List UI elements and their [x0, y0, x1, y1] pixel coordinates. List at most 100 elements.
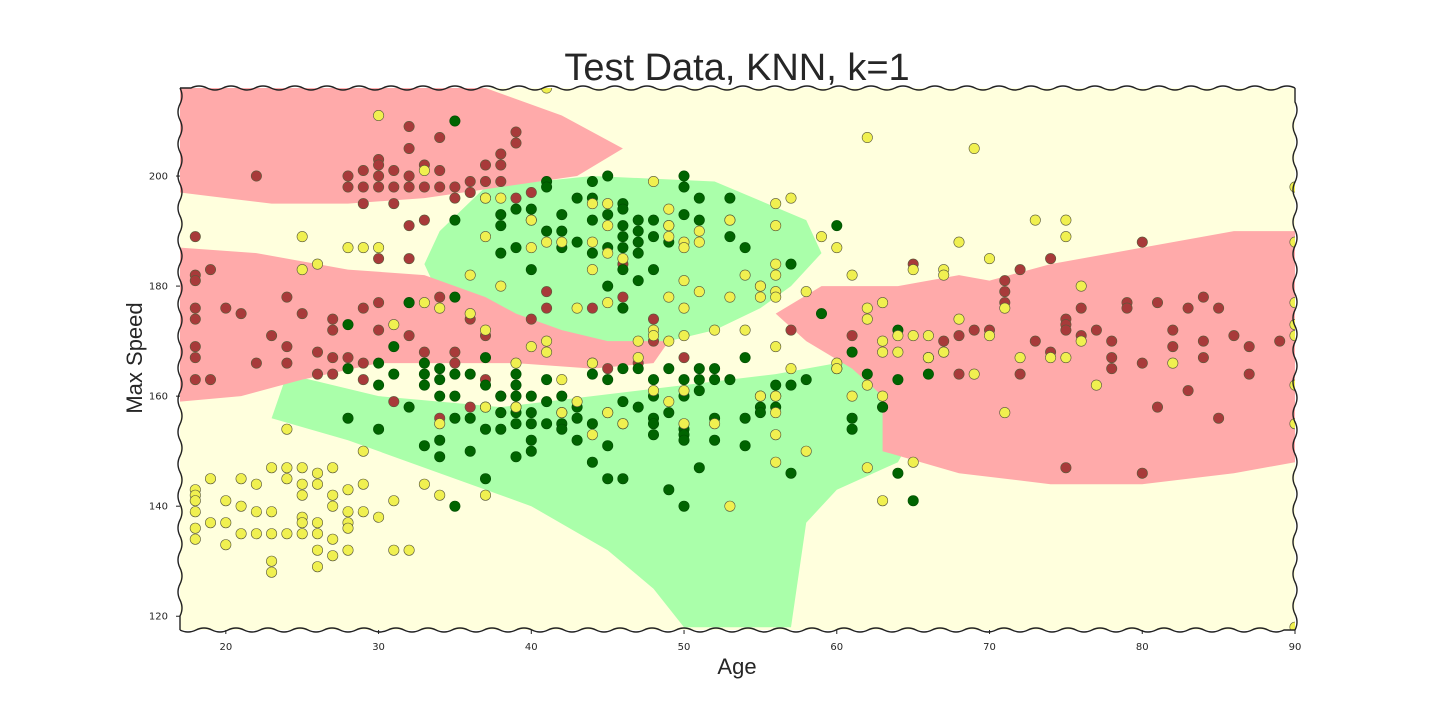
data-point-yellow [754, 291, 766, 303]
data-point-green [693, 363, 705, 375]
data-point-red [1060, 462, 1072, 474]
data-point-red [953, 368, 965, 380]
data-point-yellow [388, 495, 400, 507]
data-point-yellow [983, 253, 995, 265]
data-point-yellow [602, 297, 614, 309]
data-point-green [617, 242, 629, 254]
data-point-red [1167, 341, 1179, 353]
data-point-red [1029, 335, 1041, 347]
data-point-green [617, 302, 629, 314]
data-point-green [510, 390, 522, 402]
data-point-yellow [770, 341, 782, 353]
data-point-yellow [770, 220, 782, 232]
data-point-red [403, 253, 415, 265]
data-point-green [892, 467, 904, 479]
data-point-green [342, 363, 354, 375]
data-point-green [602, 209, 614, 221]
data-point-yellow [770, 429, 782, 441]
data-point-green [586, 176, 598, 188]
x-axis-label: Age [717, 654, 756, 679]
data-point-yellow [311, 544, 323, 556]
y-axis-ticks: 120 140 160 180 200 [149, 172, 180, 623]
data-point-green [647, 429, 659, 441]
data-point-red [357, 357, 369, 369]
data-point-yellow [357, 242, 369, 254]
data-point-red [1136, 357, 1148, 369]
data-point-yellow [739, 269, 751, 281]
data-point-yellow [266, 462, 278, 474]
data-point-green [388, 341, 400, 353]
data-point-yellow [464, 308, 476, 320]
data-point-green [693, 462, 705, 474]
data-point-red [602, 363, 614, 375]
data-point-red [1090, 324, 1102, 336]
data-point-red [418, 214, 430, 226]
x-tick-label: 70 [983, 642, 996, 653]
data-point-yellow [250, 478, 262, 490]
data-point-green [877, 401, 889, 413]
data-point-green [647, 374, 659, 386]
data-point-red [1106, 352, 1118, 364]
data-point-yellow [266, 506, 278, 518]
data-point-green [556, 209, 568, 221]
data-point-yellow [861, 462, 873, 474]
data-point-red [953, 330, 965, 342]
data-point-yellow [342, 544, 354, 556]
data-point-yellow [815, 231, 827, 243]
data-point-red [281, 291, 293, 303]
x-tick-label: 50 [678, 642, 691, 653]
data-point-green [678, 209, 690, 221]
data-point-red [281, 357, 293, 369]
y-tick-label: 200 [149, 172, 168, 183]
data-point-green [495, 423, 507, 435]
data-point-yellow [1060, 352, 1072, 364]
data-point-yellow [357, 478, 369, 490]
data-point-yellow [678, 242, 690, 254]
data-point-green [495, 247, 507, 259]
data-point-yellow [311, 258, 323, 270]
data-point-red [1182, 302, 1194, 314]
data-point-yellow [877, 346, 889, 358]
data-point-red [1152, 297, 1164, 309]
data-point-red [373, 170, 385, 182]
data-point-red [1152, 401, 1164, 413]
data-point-yellow [754, 280, 766, 292]
data-point-yellow [678, 330, 690, 342]
data-point-green [434, 363, 446, 375]
data-point-green [678, 500, 690, 512]
data-point-yellow [281, 473, 293, 485]
data-point-green [739, 440, 751, 452]
data-point-green [525, 203, 537, 215]
data-point-green [846, 412, 858, 424]
data-point-yellow [709, 324, 721, 336]
data-point-yellow [800, 286, 812, 298]
data-point-green [495, 407, 507, 419]
data-point-red [1045, 253, 1057, 265]
data-point-red [1274, 335, 1286, 347]
data-point-yellow [693, 286, 705, 298]
data-point-red [785, 324, 797, 336]
data-point-red [434, 132, 446, 144]
data-point-red [525, 187, 537, 199]
data-point-yellow [678, 275, 690, 287]
data-point-yellow [632, 335, 644, 347]
data-point-green [525, 407, 537, 419]
data-point-green [556, 225, 568, 237]
data-point-red [449, 192, 461, 204]
data-point-yellow [525, 242, 537, 254]
data-point-yellow [479, 401, 491, 413]
data-point-green [510, 451, 522, 463]
data-point-yellow [1060, 214, 1072, 226]
data-point-red [1014, 368, 1026, 380]
data-point-green [541, 418, 553, 430]
data-point-yellow [892, 330, 904, 342]
data-point-green [449, 500, 461, 512]
data-point-yellow [602, 407, 614, 419]
data-point-yellow [250, 506, 262, 518]
data-point-yellow [311, 467, 323, 479]
data-point-yellow [296, 489, 308, 501]
data-point-green [403, 401, 415, 413]
data-point-green [586, 247, 598, 259]
data-point-green [495, 209, 507, 221]
data-point-yellow [861, 313, 873, 325]
